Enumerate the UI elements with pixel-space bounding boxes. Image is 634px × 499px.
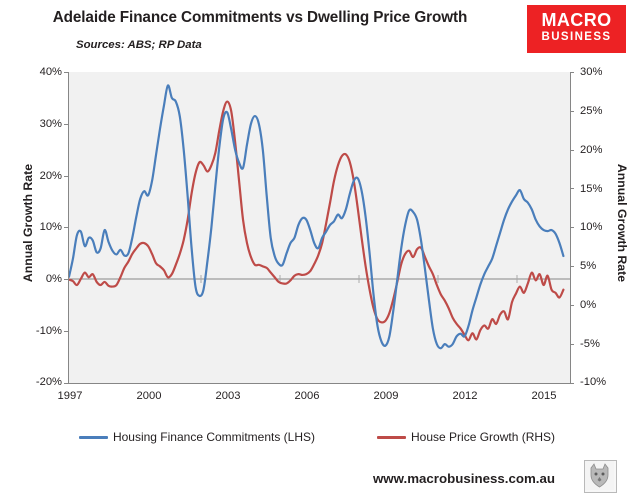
left-tick-0: 0% bbox=[45, 273, 62, 285]
right-tick-neg5: -5% bbox=[580, 338, 600, 350]
right-axis-title: Annual Growth Rate bbox=[615, 163, 629, 283]
x-tick-2009: 2009 bbox=[373, 390, 399, 402]
left-tickmark-neg20 bbox=[64, 383, 68, 384]
legend-swatch-blue bbox=[78, 435, 108, 439]
plot-background bbox=[69, 72, 570, 383]
right-tick-neg10: -10% bbox=[580, 376, 607, 388]
left-tick-30: 30% bbox=[39, 118, 62, 130]
left-tickmark-10 bbox=[64, 227, 68, 228]
right-tick-10: 10% bbox=[580, 221, 603, 233]
right-tickmark-30 bbox=[570, 72, 574, 73]
right-tickmark-25 bbox=[570, 111, 574, 112]
x-tick-2015: 2015 bbox=[531, 390, 557, 402]
left-tickmark-30 bbox=[64, 124, 68, 125]
left-axis-spine bbox=[68, 72, 69, 383]
series-line-house-price-growth bbox=[69, 100, 565, 342]
bottom-axis-spine bbox=[68, 383, 571, 384]
right-tickmark-neg5 bbox=[570, 344, 574, 345]
right-tick-0: 0% bbox=[580, 299, 597, 311]
right-tickmark-10 bbox=[570, 227, 574, 228]
left-tickmark-40 bbox=[64, 72, 68, 73]
right-tickmark-0 bbox=[570, 305, 574, 306]
right-axis-tick-labels: 30% 25% 20% 15% 10% 5% 0% -5% -10% bbox=[580, 0, 628, 499]
logo-line-macro: MACRO bbox=[541, 10, 612, 30]
legend-label-house-price: House Price Growth (RHS) bbox=[411, 430, 556, 444]
x-tick-2006: 2006 bbox=[294, 390, 320, 402]
left-tick-neg20: -20% bbox=[35, 376, 62, 388]
x-tick-2012: 2012 bbox=[452, 390, 478, 402]
right-tick-15: 15% bbox=[580, 183, 603, 195]
x-tick-1997: 1997 bbox=[57, 390, 83, 402]
left-tickmark-0 bbox=[64, 279, 68, 280]
left-tick-neg10: -10% bbox=[35, 325, 62, 337]
right-tick-30: 30% bbox=[580, 66, 603, 78]
left-tick-10: 10% bbox=[39, 221, 62, 233]
logo-line-business: BUSINESS bbox=[541, 31, 612, 43]
wolf-head-glyph bbox=[585, 461, 614, 490]
plot-area bbox=[64, 72, 574, 384]
macrobusiness-logo: MACRO BUSINESS bbox=[527, 5, 626, 53]
legend-item-house-price: House Price Growth (RHS) bbox=[377, 430, 555, 444]
source-note: Sources: ABS; RP Data bbox=[76, 39, 202, 51]
right-tick-25: 25% bbox=[580, 105, 603, 117]
left-axis-title: Annual Growth Rate bbox=[21, 163, 35, 283]
wolf-head-icon bbox=[584, 460, 617, 493]
right-tickmark-5 bbox=[570, 266, 574, 267]
legend-swatch-red bbox=[377, 435, 407, 439]
right-tickmark-20 bbox=[570, 150, 574, 151]
left-tickmark-20 bbox=[64, 176, 68, 177]
right-tickmark-neg10 bbox=[570, 383, 574, 384]
right-tick-5: 5% bbox=[580, 260, 597, 272]
page-title: Adelaide Finance Commitments vs Dwelling… bbox=[52, 9, 468, 26]
left-tickmark-neg10 bbox=[64, 331, 68, 332]
footer-website-url[interactable]: www.macrobusiness.com.au bbox=[372, 471, 555, 486]
left-tick-40: 40% bbox=[39, 66, 62, 78]
series-canvas bbox=[69, 84, 570, 350]
right-tickmark-15 bbox=[570, 188, 574, 189]
legend-item-housing-finance: Housing Finance Commitments (LHS) bbox=[78, 430, 316, 444]
right-tick-20: 20% bbox=[580, 144, 603, 156]
x-tick-2003: 2003 bbox=[215, 390, 241, 402]
left-tick-20: 20% bbox=[39, 170, 62, 182]
left-axis-tick-labels: 40% 30% 20% 10% 0% -10% -20% bbox=[18, 0, 62, 499]
series-line-housing-finance-commitments bbox=[69, 84, 565, 350]
legend-label-housing-finance: Housing Finance Commitments (LHS) bbox=[112, 430, 316, 444]
x-tick-2000: 2000 bbox=[136, 390, 162, 402]
legend: Housing Finance Commitments (LHS) House … bbox=[0, 430, 634, 444]
